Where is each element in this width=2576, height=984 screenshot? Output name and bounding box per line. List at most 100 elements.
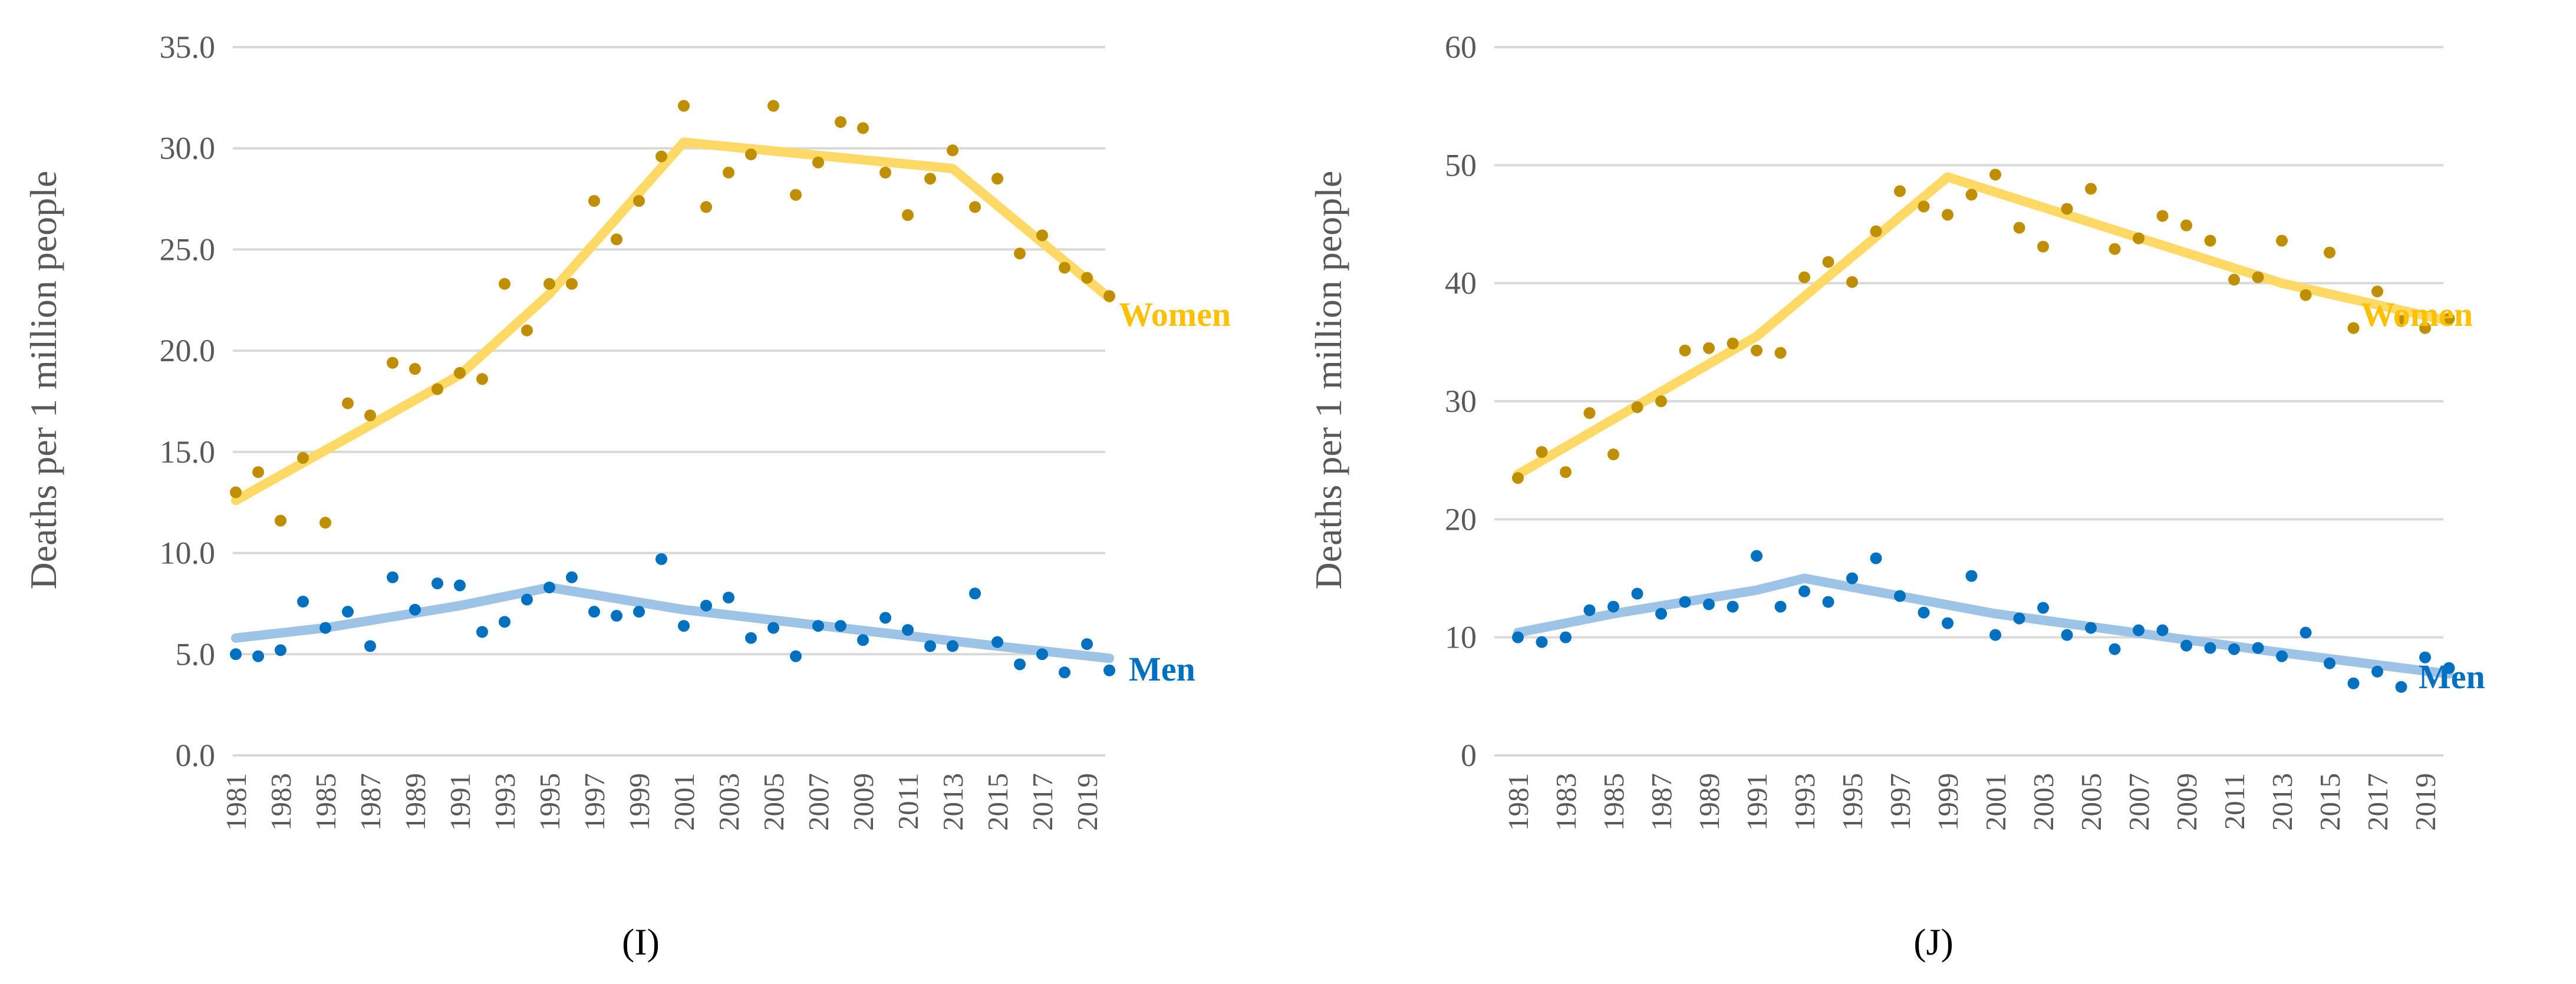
x-tick-labels: 1981 1983 1985 1987 1989 1991 1993 1995 1997 1999… [1502,773,2442,831]
data-point-men [1059,666,1070,679]
data-point-women [2443,312,2455,325]
data-point-men [566,571,578,583]
data-point-men [1036,648,1048,661]
x-tick-label: 2003 [2027,773,2060,831]
data-point-women [723,166,734,179]
x-tick-label: 2009 [2170,773,2203,831]
data-point-men [1081,638,1093,651]
x-tick-label: 2009 [847,773,879,831]
data-point-men [2061,629,2073,641]
data-point-men [1631,587,1643,600]
data-point-men [476,626,488,638]
data-point-women [812,156,824,169]
data-point-men [1679,596,1691,608]
data-point-women [790,189,802,201]
data-point-women [1607,448,1619,461]
y-tick-label: 30.0 [160,131,216,166]
y-tick-label: 35.0 [160,29,216,65]
data-point-women [633,195,645,207]
x-tick-label: 2019 [2409,773,2442,831]
data-point-women [1059,262,1070,274]
data-point-women [1774,346,1787,359]
data-point-men [1655,607,1667,620]
data-point-men [678,620,690,632]
data-point-men [723,592,734,604]
data-point-women [2252,271,2264,283]
data-point-men [902,624,914,636]
data-point-women [230,486,242,498]
data-point-women [1560,466,1572,478]
data-point-men [1727,600,1739,613]
data-point-women [1798,271,1810,283]
data-point-women [364,410,376,422]
trend-lines [231,137,1114,663]
data-point-men [879,612,891,624]
data-point-men [2228,643,2240,655]
data-point-women [1942,209,1954,221]
data-point-men [2204,642,2216,654]
data-point-women [1536,446,1548,458]
data-point-women [275,514,286,527]
data-point-men [2180,639,2192,652]
data-point-women [2347,322,2360,334]
data-points [1512,169,2455,693]
data-point-women [1583,407,1596,420]
data-point-men [2419,651,2431,663]
data-point-men [2013,612,2025,625]
data-point-women [476,373,488,385]
x-tick-label: 1991 [444,773,476,831]
y-tick-label: 10 [1445,620,1477,655]
data-point-women [543,278,555,290]
data-point-men [2276,650,2288,662]
panel-label-i: (I) [622,921,660,963]
data-point-women [700,201,712,213]
data-point-women [857,122,869,134]
data-point-men [2347,677,2360,689]
x-tick-label: 1997 [578,773,611,831]
y-tick-label: 10.0 [160,536,216,571]
x-tick-label: 1983 [1550,773,1582,831]
data-points [230,100,1115,679]
data-point-women [2013,222,2025,234]
data-point-men [1870,552,1882,564]
data-point-women [678,100,690,112]
data-point-women [969,201,981,213]
x-tick-label: 2005 [757,773,790,831]
data-point-women [1870,225,1882,237]
data-point-women [2133,232,2145,245]
data-point-men [1703,598,1715,610]
data-point-women [431,383,443,395]
data-point-men [947,640,958,652]
data-point-women [1989,169,2001,181]
data-point-women [2324,246,2335,259]
data-point-men [2156,624,2169,636]
data-point-men [2443,662,2455,674]
data-point-women [2300,289,2312,301]
data-point-men [857,634,869,646]
x-tick-label: 1991 [1741,773,1773,831]
data-point-women [319,517,331,529]
data-point-men [454,579,466,592]
data-point-women [1727,337,1739,349]
y-axis-label: Deaths per 1 million people [22,171,64,590]
x-tick-label: 1987 [1645,773,1678,831]
data-point-women [1103,290,1115,302]
series-label-women: Women [1119,295,1231,333]
data-point-women [1894,185,1906,197]
data-point-women [611,233,622,246]
data-point-men [767,622,779,634]
data-point-men [252,650,264,662]
data-point-women [1014,247,1026,260]
data-point-women [767,100,779,112]
data-point-men [521,593,533,606]
data-point-women [566,278,578,290]
x-tick-label: 2007 [2123,773,2155,831]
data-point-men [611,610,622,622]
x-tick-label: 2013 [2266,773,2298,831]
x-tick-label: 2011 [2218,773,2251,830]
y-axis-label: Deaths per 1 million people [1307,171,1349,590]
x-tick-label: 2003 [713,773,745,831]
data-point-men [2395,681,2407,693]
data-point-men [387,571,398,583]
